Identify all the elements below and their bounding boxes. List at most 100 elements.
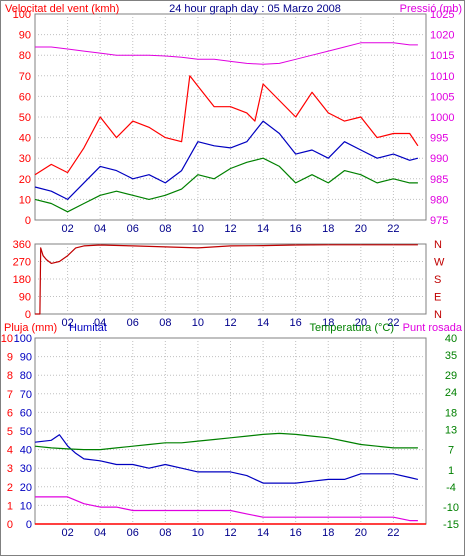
wind-speed-tick-label: 30	[19, 153, 31, 165]
pressure-tick-label: 1025	[430, 9, 454, 21]
hour-tick-label: 12	[224, 223, 236, 235]
temperature-axis-title: Temperatura (°C)	[310, 322, 394, 334]
compass-point-label: S	[434, 274, 441, 286]
humidity-tick-label: 60	[20, 407, 32, 419]
hour-tick-label: 16	[290, 527, 302, 539]
wind-direction-tick-label: 360	[13, 239, 31, 251]
hour-tick-label: 02	[61, 527, 73, 539]
temperature-tick-label: -4	[446, 482, 456, 494]
hour-tick-label: 20	[355, 317, 367, 329]
wind-speed-axis-title: Velocitat del vent (kmh)	[5, 3, 119, 15]
wind-speed-tick-label: 100	[13, 9, 31, 21]
hour-tick-label: 10	[192, 223, 204, 235]
series-line-gust	[34, 75, 419, 176]
series-line-wind-direction	[35, 244, 418, 315]
wind-speed-tick-label: 50	[19, 112, 31, 124]
pressure-tick-label: 1010	[430, 71, 454, 83]
rain-tick-label: 7	[7, 389, 13, 401]
hour-tick-label: 20	[355, 223, 367, 235]
rain-axis-title: Pluja (mm)	[4, 322, 57, 334]
pressure-tick-label: 1015	[430, 50, 454, 62]
temperature-tick-label: 7	[448, 445, 454, 457]
rain-tick-label: 4	[7, 445, 13, 457]
hour-tick-label: 06	[127, 527, 139, 539]
compass-point-label: E	[434, 292, 441, 304]
hour-tick-label: 22	[387, 527, 399, 539]
rain-tick-label: 8	[7, 370, 13, 382]
humidity-axis-title: Humitat	[69, 322, 107, 334]
wind-direction-tick-label: 180	[13, 274, 31, 286]
wind-speed-tick-label: 40	[19, 133, 31, 145]
hour-tick-label: 18	[322, 317, 334, 329]
hour-tick-label: 14	[257, 223, 269, 235]
wind-speed-tick-label: 60	[19, 91, 31, 103]
humidity-tick-label: 0	[26, 519, 32, 531]
hour-tick-label: 08	[159, 317, 171, 329]
wind-speed-tick-label: 20	[19, 174, 31, 186]
temperature-tick-label: -15	[443, 519, 459, 531]
pressure-tick-label: 975	[430, 215, 448, 227]
hour-tick-label: 22	[387, 223, 399, 235]
rain-tick-label: 10	[1, 333, 13, 345]
pressure-tick-label: 1000	[430, 112, 454, 124]
hour-tick-label: 08	[159, 527, 171, 539]
series-line-temperature	[34, 432, 418, 451]
rain-tick-label: 9	[7, 352, 13, 364]
hour-tick-label: 14	[257, 317, 269, 329]
dewpoint-axis-title: Punt rosada	[403, 322, 463, 334]
wind-speed-tick-label: 90	[19, 30, 31, 42]
temperature-tick-label: -10	[443, 502, 459, 514]
hour-tick-label: 14	[257, 527, 269, 539]
hour-tick-label: 12	[224, 317, 236, 329]
temperature-tick-label: 29	[445, 370, 457, 382]
wind-speed-tick-label: 0	[25, 215, 31, 227]
rain-tick-label: 2	[7, 482, 13, 494]
hour-tick-label: 16	[290, 317, 302, 329]
humidity-tick-label: 10	[20, 500, 32, 512]
hour-tick-label: 16	[290, 223, 302, 235]
pressure-tick-label: 1020	[430, 30, 454, 42]
rain-tick-label: 1	[7, 500, 13, 512]
compass-point-label: W	[434, 257, 445, 269]
pressure-tick-label: 985	[430, 174, 448, 186]
humidity-tick-label: 40	[20, 445, 32, 457]
hour-tick-label: 04	[94, 527, 106, 539]
hour-tick-label: 08	[159, 223, 171, 235]
hour-tick-label: 02	[61, 223, 73, 235]
hour-tick-label: 10	[192, 527, 204, 539]
pressure-tick-label: 990	[430, 153, 448, 165]
temperature-tick-label: 1	[448, 465, 454, 477]
hour-tick-label: 06	[127, 317, 139, 329]
wind-speed-tick-label: 80	[19, 50, 31, 62]
humidity-tick-label: 70	[20, 389, 32, 401]
wind-direction-tick-label: 270	[13, 257, 31, 269]
hour-tick-label: 18	[322, 223, 334, 235]
series-line-min	[34, 157, 418, 213]
temperature-tick-label: 40	[445, 333, 457, 345]
compass-point-label: N	[434, 309, 442, 321]
series-line-pressure	[35, 42, 418, 65]
humidity-tick-label: 30	[20, 463, 32, 475]
wind-direction-tick-label: 90	[19, 292, 31, 304]
humidity-tick-label: 90	[20, 352, 32, 364]
rain-tick-label: 5	[7, 426, 13, 438]
pressure-tick-label: 995	[430, 133, 448, 145]
humidity-tick-label: 80	[20, 370, 32, 382]
temperature-tick-label: 18	[445, 407, 457, 419]
pressure-axis-title: Pressió (mb)	[400, 3, 462, 15]
chart-title: 24 hour graph day : 05 Marzo 2008	[169, 3, 341, 15]
wind-speed-tick-label: 70	[19, 71, 31, 83]
rain-tick-label: 6	[7, 407, 13, 419]
hour-tick-label: 06	[127, 223, 139, 235]
wind-speed-tick-label: 10	[19, 194, 31, 206]
humidity-tick-label: 20	[20, 482, 32, 494]
series-line-dewpoint	[35, 496, 418, 522]
temperature-tick-label: 24	[445, 387, 457, 399]
hour-tick-label: 18	[322, 527, 334, 539]
series-line-avg	[34, 120, 419, 200]
humidity-tick-label: 50	[20, 426, 32, 438]
hour-tick-label: 10	[192, 317, 204, 329]
hour-tick-label: 22	[387, 317, 399, 329]
